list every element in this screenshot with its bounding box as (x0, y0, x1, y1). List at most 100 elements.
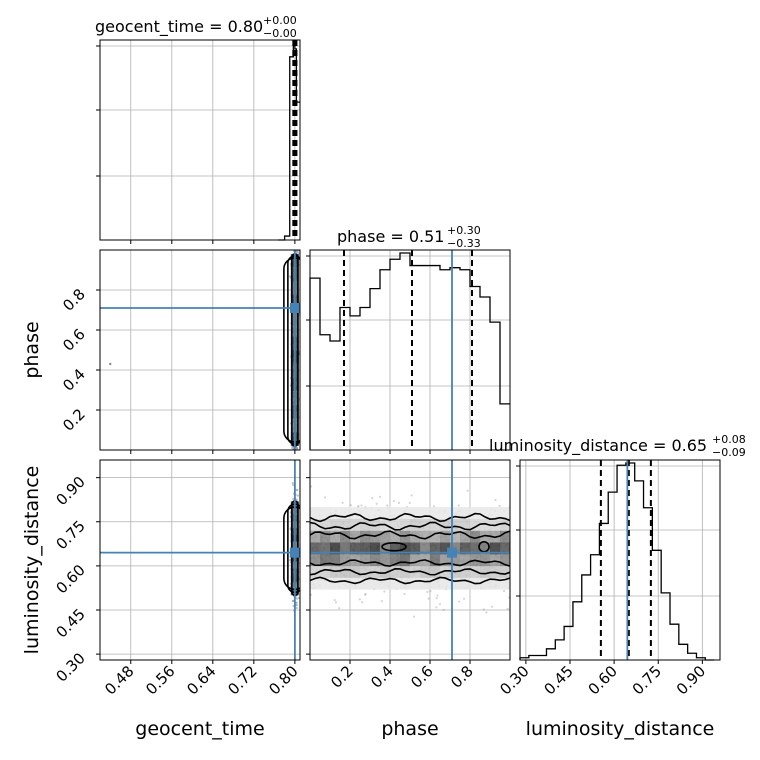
title-phase-median: 0.51 (409, 227, 445, 246)
panel-phase-vs-luminosity-distance-density-18-0 (490, 577, 501, 590)
panel-geocent-time-vs-phase-frame (99, 249, 301, 451)
panel-phase-vs-luminosity-distance-point-1061 (485, 611, 488, 614)
panel-phase-vs-luminosity-distance-density-8-1 (390, 565, 401, 578)
title-luminosity-distance: luminosity_distance = 0.65 +0.08 −0.09 (489, 433, 746, 459)
panel-phase-vs-luminosity-distance-point-933 (502, 589, 506, 593)
panel-geocent-time-vs-luminosity-distance-point-506 (296, 494, 300, 497)
tick-label-x-luminosity-distance-4: 0.90 (673, 662, 709, 698)
panel-phase-vs-luminosity-distance-density-17-1 (480, 565, 491, 578)
panel-geocent-time-vs-luminosity-distance-point-103 (295, 606, 298, 610)
panel-phase-vs-luminosity-distance-density-7-6 (380, 507, 391, 520)
panel-phase-vs-luminosity-distance-density-5-1 (360, 565, 371, 578)
panel-phase-vs-luminosity-distance-density-6-5 (370, 518, 381, 531)
panel-phase-vs-luminosity-distance-density-0-0 (310, 577, 321, 590)
title-geocent-time: geocent_time = 0.80 +0.00 −0.00 (95, 14, 297, 40)
panel-geocent-time-vs-luminosity-distance (99, 459, 301, 661)
panel-phase-vs-luminosity-distance-point-736 (457, 504, 460, 507)
title-luminosity-distance-median: 0.65 (671, 436, 707, 455)
svg-text:luminosity_distance = 0.65: luminosity_distance = 0.65 (489, 436, 707, 456)
panel-phase-vs-luminosity-distance-point-576 (506, 607, 509, 610)
y-axis-label-luminosity-distance: luminosity_distance (21, 466, 43, 655)
panel-phase-vs-luminosity-distance-point-780 (380, 599, 383, 603)
tick-label-x-phase-0: 0.2 (327, 662, 357, 692)
panel-phase-vs-luminosity-distance-density-19-2 (500, 554, 510, 567)
panel-phase-vs-luminosity-distance-point-533 (378, 495, 382, 498)
panel-geocent-time-vs-phase (99, 249, 301, 451)
panel-phase-vs-luminosity-distance-contour-lower-2 (310, 576, 510, 585)
histogram-luminosity-distance (519, 462, 715, 661)
tick-label-x-luminosity-distance-1: 0.45 (540, 662, 576, 698)
panel-phase-vs-luminosity-distance-density-17-3 (480, 542, 491, 555)
panel-geocent-time-vs-luminosity-distance-point-31 (297, 596, 300, 600)
panel-phase-vs-luminosity-distance-point-890 (498, 504, 501, 507)
panel-geocent-time-vs-luminosity-distance-point-192 (295, 488, 298, 491)
panel-phase-vs-luminosity-distance-point-1021 (360, 504, 363, 507)
panel-phase-vs-luminosity-distance-density-15-0 (460, 577, 471, 590)
panel-phase-vs-luminosity-distance-point-335 (361, 601, 364, 604)
panel-geocent-time-vs-phase-point-510 (296, 446, 299, 449)
panel-phase-vs-luminosity-distance-density-12-0 (430, 577, 441, 590)
panel-phase-vs-luminosity-distance-density-3-2 (340, 554, 351, 567)
title-luminosity-distance-param: luminosity_distance (489, 436, 648, 456)
panel-phase-vs-luminosity-distance-point-1195 (397, 501, 401, 504)
panel-geocent-time-vs-phase-content (100, 250, 300, 450)
panel-geocent-time-vs-luminosity-distance-point-411 (295, 498, 298, 501)
panel-phase-vs-luminosity-distance-density-3-6 (340, 507, 351, 520)
panel-phase-vs-luminosity-distance-density-10-6 (410, 507, 421, 520)
diag-panel-geocent-time (96, 39, 301, 241)
panel-phase-vs-luminosity-distance-density-13-6 (440, 507, 451, 520)
tick-label-x-geocent-time-1: 0.56 (142, 662, 178, 698)
tick-label-y-phase-3: 0.8 (59, 285, 89, 315)
panel-phase-vs-luminosity-distance-point-1199 (386, 504, 389, 507)
panel-phase-vs-luminosity-distance-density-6-6 (370, 507, 381, 520)
panel-phase-vs-luminosity-distance-density-1-4 (320, 530, 331, 543)
panel-phase-vs-luminosity-distance-density-9-1 (400, 565, 411, 578)
panel-phase-vs-luminosity-distance-point-88 (375, 502, 378, 505)
panel-phase-vs-luminosity-distance-density-2-6 (330, 507, 341, 520)
tick-label-y-luminosity-distance-4: 0.90 (52, 473, 88, 509)
diag-panel-luminosity-distance (516, 459, 721, 661)
y-axis-label-phase: phase (21, 321, 43, 378)
panel-phase-vs-luminosity-distance-density-14-2 (450, 554, 461, 567)
panel-phase-vs-luminosity-distance-density-0-4 (310, 530, 321, 543)
panel-phase-vs-luminosity-distance-point-1160 (364, 592, 367, 596)
panel-phase-vs-luminosity-distance-density-7-3 (380, 542, 391, 555)
panel-phase-vs-luminosity-distance-point-1 (338, 606, 341, 610)
panel-phase-vs-luminosity-distance-density-7-2 (380, 554, 391, 567)
panel-geocent-time-vs-phase-point-103 (295, 447, 298, 450)
panel-phase-vs-luminosity-distance-density-16-4 (470, 530, 481, 543)
title-luminosity-distance-plus: +0.08 (712, 433, 746, 446)
panel-phase-vs-luminosity-distance-point-851 (334, 601, 338, 604)
panel-phase-vs-luminosity-distance-density-1-3 (320, 542, 331, 555)
panel-phase-vs-luminosity-distance-point-587 (435, 606, 438, 609)
panel-phase-vs-luminosity-distance-density-19-6 (500, 507, 510, 520)
panel-phase-vs-luminosity-distance-density-14-4 (450, 530, 461, 543)
panel-phase-vs-luminosity-distance-density-4-4 (350, 530, 361, 543)
panel-phase-vs-luminosity-distance-contour-core-a (381, 541, 407, 552)
panel-geocent-time-vs-luminosity-distance-point-191 (292, 497, 295, 501)
panel-phase-vs-luminosity-distance-density-8-3 (390, 542, 401, 555)
panel-geocent-time-vs-luminosity-distance-point-612 (295, 601, 298, 604)
panel-phase-vs-luminosity-distance-density-8-5 (390, 518, 401, 531)
panel-phase-vs-luminosity-distance-contour-upper-0 (310, 530, 510, 540)
tick-label-x-phase-3: 0.8 (447, 662, 477, 692)
panel-geocent-time-vs-luminosity-distance-point-521 (291, 482, 294, 485)
panel-phase-vs-luminosity-distance-point-835 (436, 594, 439, 597)
panel-phase-vs-luminosity-distance-density-2-5 (330, 518, 341, 531)
title-geocent-time-minus: −0.00 (263, 27, 297, 40)
panel-phase-vs-luminosity-distance-density-2-4 (330, 530, 341, 543)
panel-phase-vs-luminosity-distance-point-109 (494, 498, 497, 502)
x-axis-label-geocent-time: geocent_time (135, 718, 264, 740)
panel-geocent-time-vs-phase-outlier-point (109, 362, 112, 366)
title-phase-minus: −0.33 (447, 237, 481, 250)
panel-phase-vs-luminosity-distance-density-5-4 (360, 530, 371, 543)
panel-phase-vs-luminosity-distance-point-1092 (490, 605, 494, 608)
panel-phase-vs-luminosity-distance-point-1259 (412, 615, 416, 618)
panel-phase-vs-luminosity-distance-point-470 (458, 600, 461, 603)
panel-phase-vs-luminosity-distance-density-13-4 (440, 530, 451, 543)
title-phase-param: phase (337, 227, 385, 246)
panel-phase-vs-luminosity-distance-density-0-1 (310, 565, 321, 578)
panel-phase-vs-luminosity-distance-density-13-5 (440, 518, 451, 531)
panel-phase-vs-luminosity-distance-density-12-6 (430, 507, 441, 520)
